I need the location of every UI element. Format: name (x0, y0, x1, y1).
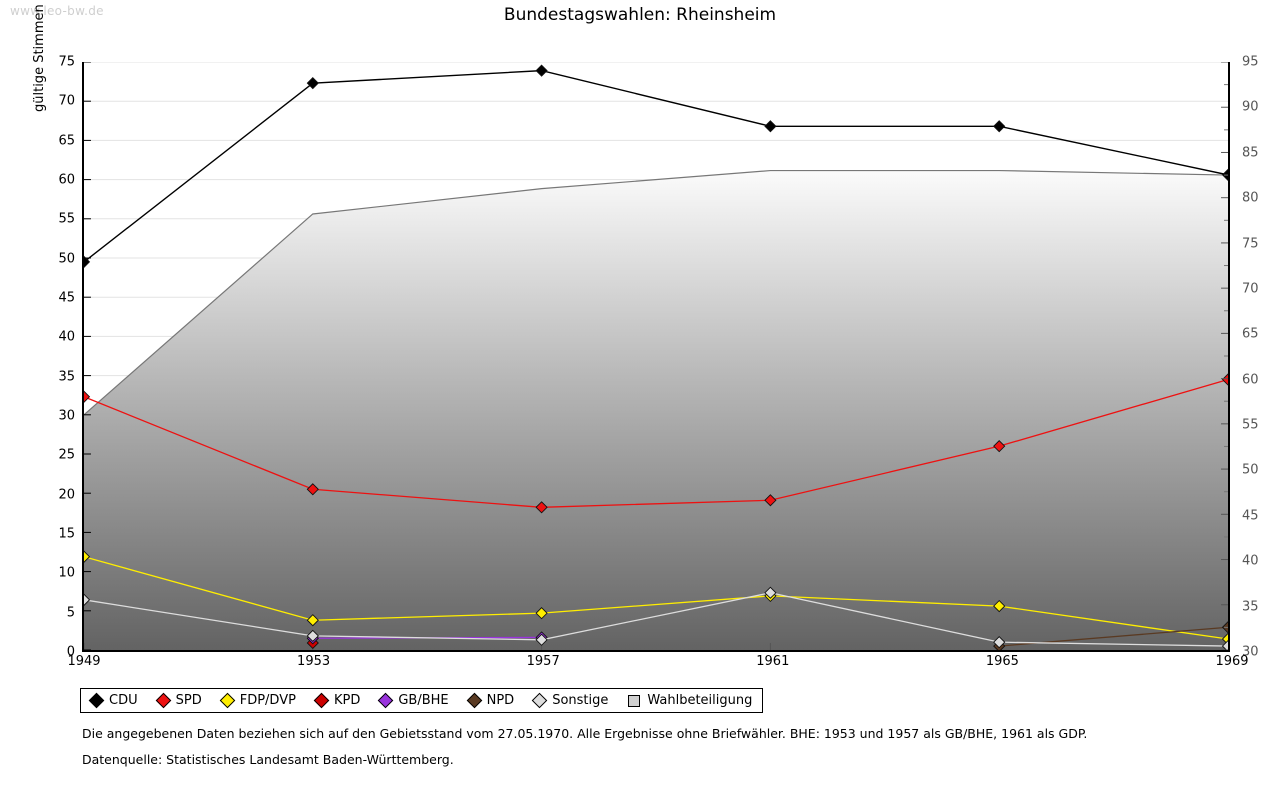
y-left-tick-40: 40 (58, 329, 75, 345)
marker-spd (1221, 373, 1228, 386)
marker-sonstige (84, 593, 91, 606)
y-left-tick-20: 20 (58, 487, 75, 503)
legend-diamond-icon (88, 692, 105, 709)
legend-label: NPD (486, 693, 515, 708)
x-tick-1961: 1961 (756, 654, 790, 669)
footnote-datenquelle: Datenquelle: Statistisches Landesamt Bad… (82, 752, 454, 767)
chart-legend: CDU SPD FDP/DVP KPD GB/BHE NPD Sonstige Wahlbet… (80, 688, 764, 713)
marker-cdu (764, 120, 777, 133)
y-left-tick-45: 45 (58, 290, 75, 306)
y-left-tick-50: 50 (58, 251, 75, 267)
y-right-tick-65: 65 (1242, 326, 1259, 342)
marker-sonstige (306, 629, 319, 643)
page-title: Bundestagswahlen: Rheinsheim (503, 5, 777, 25)
marker-cdu (993, 120, 1006, 133)
y-right-tick-55: 55 (1242, 417, 1259, 433)
marker-fdp-dvp (306, 614, 319, 627)
legend-label: KPD (333, 693, 361, 708)
x-tick-1953: 1953 (297, 654, 331, 669)
legend-item-sonstige[interactable]: Sonstige (531, 692, 609, 709)
legend-item-cdu[interactable]: CDU (88, 692, 138, 709)
legend-item-fdp-dvp[interactable]: FDP/DVP (219, 692, 296, 709)
y-right-tick-70: 70 (1242, 281, 1259, 297)
marker-spd (764, 494, 777, 507)
legend-square-icon (628, 694, 641, 707)
marker-spd (84, 390, 91, 403)
legend-item-gb-bhe[interactable]: GB/BHE (378, 692, 449, 709)
line-sonstige (84, 592, 1228, 647)
y-left-tick-55: 55 (58, 211, 75, 227)
watermark: www.leo-bw.de (10, 4, 104, 18)
legend-diamond-icon (531, 692, 548, 709)
legend-item-wahlbeteiligung[interactable]: Wahlbeteiligung (628, 693, 752, 708)
footnote-gebietsstand: Die angegebenen Daten beziehen sich auf … (82, 726, 1088, 741)
y-left-tick-25: 25 (58, 447, 75, 463)
marker-spd (535, 501, 548, 514)
x-tick-1957: 1957 (526, 654, 560, 669)
y-left-tick-10: 10 (58, 565, 75, 581)
line-fdp-dvp (84, 556, 1228, 640)
legend-diamond-icon (219, 692, 235, 709)
legend-label: GB/BHE (398, 693, 449, 708)
area-wahlbeteiligung (84, 170, 1228, 650)
line-spd (84, 378, 1228, 508)
marker-fdp-dvp (993, 599, 1006, 613)
y-left-tick-15: 15 (58, 526, 75, 542)
legend-diamond-icon (378, 692, 394, 709)
y-right-tick-50: 50 (1242, 462, 1259, 478)
y-right-tick-60: 60 (1242, 372, 1259, 388)
marker-spd (993, 440, 1006, 453)
x-tick-1965: 1965 (985, 654, 1019, 669)
y-right-tick-35: 35 (1242, 599, 1259, 615)
line-cdu (84, 69, 1228, 263)
y-right-tick-30: 30 (1242, 644, 1259, 660)
y-right-tick-85: 85 (1242, 145, 1259, 161)
marker-fdp-dvp (535, 607, 548, 620)
y-right-tick-95: 95 (1242, 54, 1259, 70)
y-left-tick-60: 60 (58, 172, 75, 188)
legend-label: Wahlbeteiligung (647, 693, 753, 708)
marker-sonstige (1221, 639, 1228, 650)
legend-label: CDU (109, 693, 138, 708)
legend-label: FDP/DVP (239, 693, 296, 708)
y-right-tick-80: 80 (1242, 190, 1259, 206)
x-tick-1949: 1949 (67, 654, 101, 669)
legend-diamond-icon (466, 692, 482, 709)
y-right-tick-75: 75 (1242, 236, 1259, 252)
marker-cdu (306, 77, 319, 90)
y-right-tick-45: 45 (1242, 508, 1259, 524)
plot-area: gültige Stimmen in % 0 5 10 15 20 25 30 35 40 45 5… (32, 0, 1259, 669)
marker-cdu (84, 255, 91, 269)
plot-svg (84, 62, 1228, 650)
y-left-tick-75: 75 (58, 54, 75, 70)
legend-item-kpd[interactable]: KPD (313, 692, 361, 709)
y-axis-left-title: gültige Stimmen in % (32, 0, 47, 112)
marker-spd (306, 483, 319, 496)
marker-cdu (535, 64, 548, 77)
y-right-tick-90: 90 (1242, 99, 1259, 115)
legend-diamond-icon (313, 692, 330, 709)
legend-label: SPD (175, 693, 202, 708)
marker-fdp-dvp (84, 550, 91, 563)
y-left-tick-5: 5 (66, 605, 75, 621)
line-wahlbeteiligung (84, 169, 1228, 416)
legend-item-npd[interactable]: NPD (466, 692, 515, 709)
y-left-tick-35: 35 (58, 369, 75, 385)
x-tick-1969: 1969 (1215, 654, 1249, 669)
marker-sonstige (764, 586, 777, 599)
legend-label: Sonstige (552, 693, 609, 708)
legend-diamond-icon (155, 692, 171, 709)
y-left-tick-65: 65 (58, 133, 75, 149)
y-left-tick-70: 70 (58, 93, 75, 109)
y-right-tick-40: 40 (1242, 553, 1259, 569)
marker-sonstige (993, 636, 1006, 649)
legend-item-spd[interactable]: SPD (155, 692, 202, 709)
marker-sonstige (535, 633, 548, 646)
y-left-tick-30: 30 (58, 408, 75, 424)
y-left-tick-0: 0 (66, 644, 75, 660)
